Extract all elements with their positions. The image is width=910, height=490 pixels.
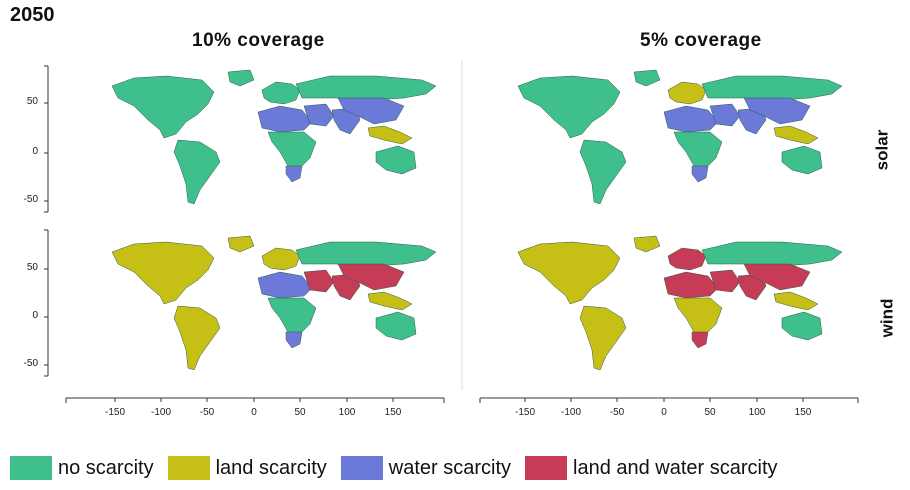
x-tick-right-neg50: -50 bbox=[609, 407, 625, 418]
region-russia bbox=[295, 241, 437, 267]
y-tick-wind-neg50: -50 bbox=[23, 358, 38, 369]
axis-lines bbox=[44, 65, 859, 403]
region-sub-saharan-africa bbox=[267, 131, 317, 169]
region-southeast-asia bbox=[773, 125, 819, 145]
region-china bbox=[743, 263, 811, 291]
x-tick-right-100: 100 bbox=[748, 407, 766, 418]
region-southeast-asia bbox=[773, 291, 819, 311]
region-europe bbox=[667, 247, 707, 271]
region-europe bbox=[261, 247, 301, 271]
region-china bbox=[743, 97, 811, 125]
region-australia bbox=[781, 145, 823, 175]
region-north-america bbox=[517, 241, 621, 305]
region-southeast-asia bbox=[367, 125, 413, 145]
region-north-america bbox=[633, 69, 661, 87]
map-panel-wind-5pct-coverage bbox=[517, 235, 843, 371]
y-tick-wind-50: 50 bbox=[26, 262, 38, 273]
x-tick-left-0: 0 bbox=[251, 407, 257, 418]
legend-label-land-scarcity: land scarcity bbox=[215, 456, 327, 479]
region-southern-africa bbox=[285, 165, 303, 183]
legend-item-land-and-water-scarcity: land and water scarcity bbox=[525, 456, 778, 480]
legend-label-no-scarcity: no scarcity bbox=[58, 456, 154, 479]
region-europe bbox=[667, 81, 707, 105]
region-russia bbox=[295, 75, 437, 101]
region-australia bbox=[375, 145, 417, 175]
region-middle-east bbox=[709, 269, 741, 293]
region-china bbox=[337, 263, 405, 291]
region-sub-saharan-africa bbox=[673, 131, 723, 169]
region-middle-east bbox=[303, 103, 335, 127]
legend-swatch-land-scarcity bbox=[167, 456, 210, 480]
map-panel-solar-5pct-coverage bbox=[517, 69, 843, 205]
map-panel-solar-10pct-coverage bbox=[111, 69, 437, 205]
legend-swatch-no-scarcity bbox=[10, 456, 52, 480]
region-china bbox=[337, 97, 405, 125]
legend-swatch-land-and-water-scarcity bbox=[525, 456, 567, 480]
region-south-america bbox=[173, 305, 221, 371]
y-tick-solar-50: 50 bbox=[26, 96, 38, 107]
x-tick-left-neg50: -50 bbox=[199, 407, 215, 418]
region-southern-africa bbox=[691, 165, 709, 183]
y-tick-wind-0: 0 bbox=[32, 310, 38, 321]
region-north-america bbox=[517, 75, 621, 139]
x-tick-left-100: 100 bbox=[338, 407, 356, 418]
region-north-america bbox=[227, 69, 255, 87]
region-north-america bbox=[111, 241, 215, 305]
x-tick-right-50: 50 bbox=[704, 407, 716, 418]
region-sub-saharan-africa bbox=[267, 297, 317, 335]
column-title-10pct: 10% coverage bbox=[192, 30, 325, 51]
y-tick-solar-0: 0 bbox=[32, 146, 38, 157]
figure-year: 2050 bbox=[10, 4, 55, 26]
x-tick-right-neg150: -150 bbox=[514, 407, 535, 418]
region-north-africa bbox=[257, 105, 313, 133]
legend-item-no-scarcity: no scarcity bbox=[10, 456, 154, 480]
region-north-africa bbox=[663, 271, 719, 299]
legend-item-water-scarcity: water scarcity bbox=[340, 456, 511, 480]
legend-label-water-scarcity: water scarcity bbox=[388, 456, 511, 479]
x-tick-right-150: 150 bbox=[794, 407, 812, 418]
region-europe bbox=[261, 81, 301, 105]
region-russia bbox=[701, 241, 843, 267]
region-russia bbox=[701, 75, 843, 101]
legend-item-land-scarcity: land scarcity bbox=[167, 456, 327, 480]
region-southeast-asia bbox=[367, 291, 413, 311]
x-tick-left-150: 150 bbox=[384, 407, 402, 418]
region-south-america bbox=[579, 305, 627, 371]
region-southern-africa bbox=[691, 331, 709, 349]
x-tick-left-neg150: -150 bbox=[104, 407, 125, 418]
region-north-america bbox=[111, 75, 215, 139]
y-tick-solar-neg50: -50 bbox=[23, 194, 38, 205]
map-panel-wind-10pct-coverage bbox=[111, 235, 437, 371]
x-tick-right-neg100: -100 bbox=[560, 407, 581, 418]
region-north-africa bbox=[257, 271, 313, 299]
region-north-america bbox=[227, 235, 255, 253]
x-tick-left-neg100: -100 bbox=[150, 407, 171, 418]
region-north-america bbox=[633, 235, 661, 253]
region-australia bbox=[781, 311, 823, 341]
column-title-5pct: 5% coverage bbox=[640, 30, 762, 51]
region-southern-africa bbox=[285, 331, 303, 349]
region-north-africa bbox=[663, 105, 719, 133]
region-sub-saharan-africa bbox=[673, 297, 723, 335]
region-south-america bbox=[173, 139, 221, 205]
region-middle-east bbox=[709, 103, 741, 127]
x-tick-right-0: 0 bbox=[661, 407, 667, 418]
region-middle-east bbox=[303, 269, 335, 293]
region-australia bbox=[375, 311, 417, 341]
legend: no scarcity land scarcity water scarcity… bbox=[10, 456, 792, 480]
legend-label-land-and-water-scarcity: land and water scarcity bbox=[573, 456, 778, 479]
legend-swatch-water-scarcity bbox=[340, 456, 383, 480]
x-tick-left-50: 50 bbox=[294, 407, 306, 418]
region-south-america bbox=[579, 139, 627, 205]
